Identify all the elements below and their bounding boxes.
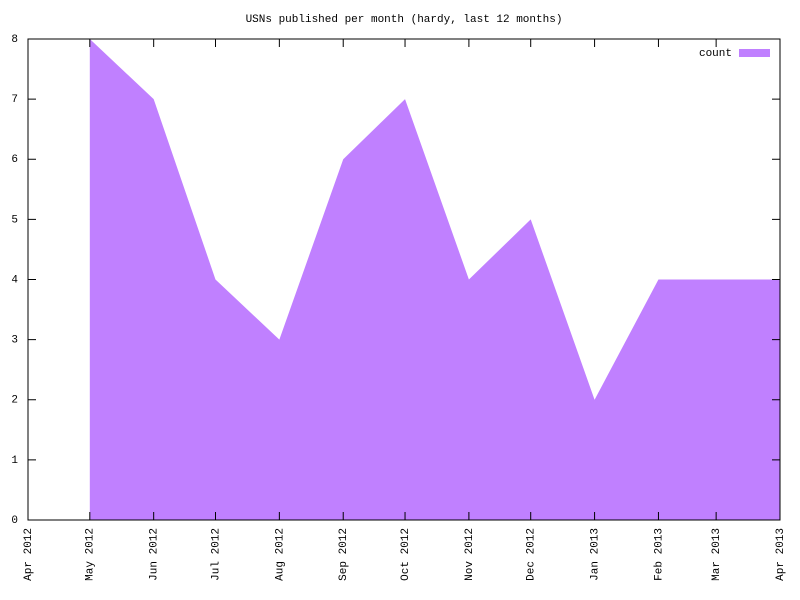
x-tick-label: Nov 2012 <box>464 528 476 581</box>
x-tick-label: Aug 2012 <box>274 528 286 581</box>
x-tick-label: Jul 2012 <box>210 528 222 581</box>
plot-frame <box>27 38 781 521</box>
y-tick-label: 3 <box>11 335 18 347</box>
x-tick-label: Feb 2013 <box>653 528 665 581</box>
x-tick-label: Apr 2013 <box>775 528 787 581</box>
x-tick-label: Oct 2012 <box>400 528 412 581</box>
x-tick-label: Mar 2013 <box>711 528 723 581</box>
y-tick-label: 6 <box>11 154 18 166</box>
chart-title: USNs published per month (hardy, last 12… <box>246 14 563 26</box>
x-tick-label: Apr 2012 <box>23 528 35 581</box>
x-tick-label: Jan 2013 <box>589 528 601 581</box>
x-tick-label: Jun 2012 <box>149 528 161 581</box>
y-tick-label: 1 <box>11 455 18 467</box>
x-tick-label: Dec 2012 <box>526 528 538 581</box>
y-tick-label: 7 <box>11 94 18 106</box>
y-tick-label: 4 <box>11 274 18 286</box>
y-tick-label: 0 <box>11 515 18 527</box>
legend-label: count <box>699 48 732 60</box>
x-tick-label: Sep 2012 <box>338 528 350 581</box>
y-tick-label: 8 <box>11 34 18 46</box>
legend-swatch <box>739 49 770 57</box>
y-tick-label: 5 <box>11 214 18 226</box>
area <box>89 39 780 520</box>
x-tick-label: May 2012 <box>85 528 97 581</box>
y-tick-label: 2 <box>11 395 18 407</box>
